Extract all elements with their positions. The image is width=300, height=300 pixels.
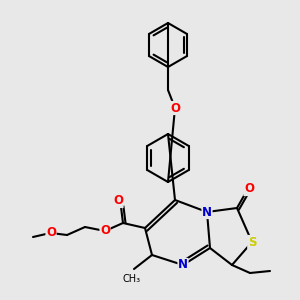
Text: S: S xyxy=(248,236,256,248)
Text: N: N xyxy=(178,259,188,272)
Text: O: O xyxy=(113,194,123,208)
Text: CH₃: CH₃ xyxy=(123,274,141,284)
Text: O: O xyxy=(244,182,254,196)
Text: O: O xyxy=(170,101,180,115)
Text: O: O xyxy=(100,224,110,238)
Text: O: O xyxy=(46,226,56,239)
Text: N: N xyxy=(202,206,212,218)
